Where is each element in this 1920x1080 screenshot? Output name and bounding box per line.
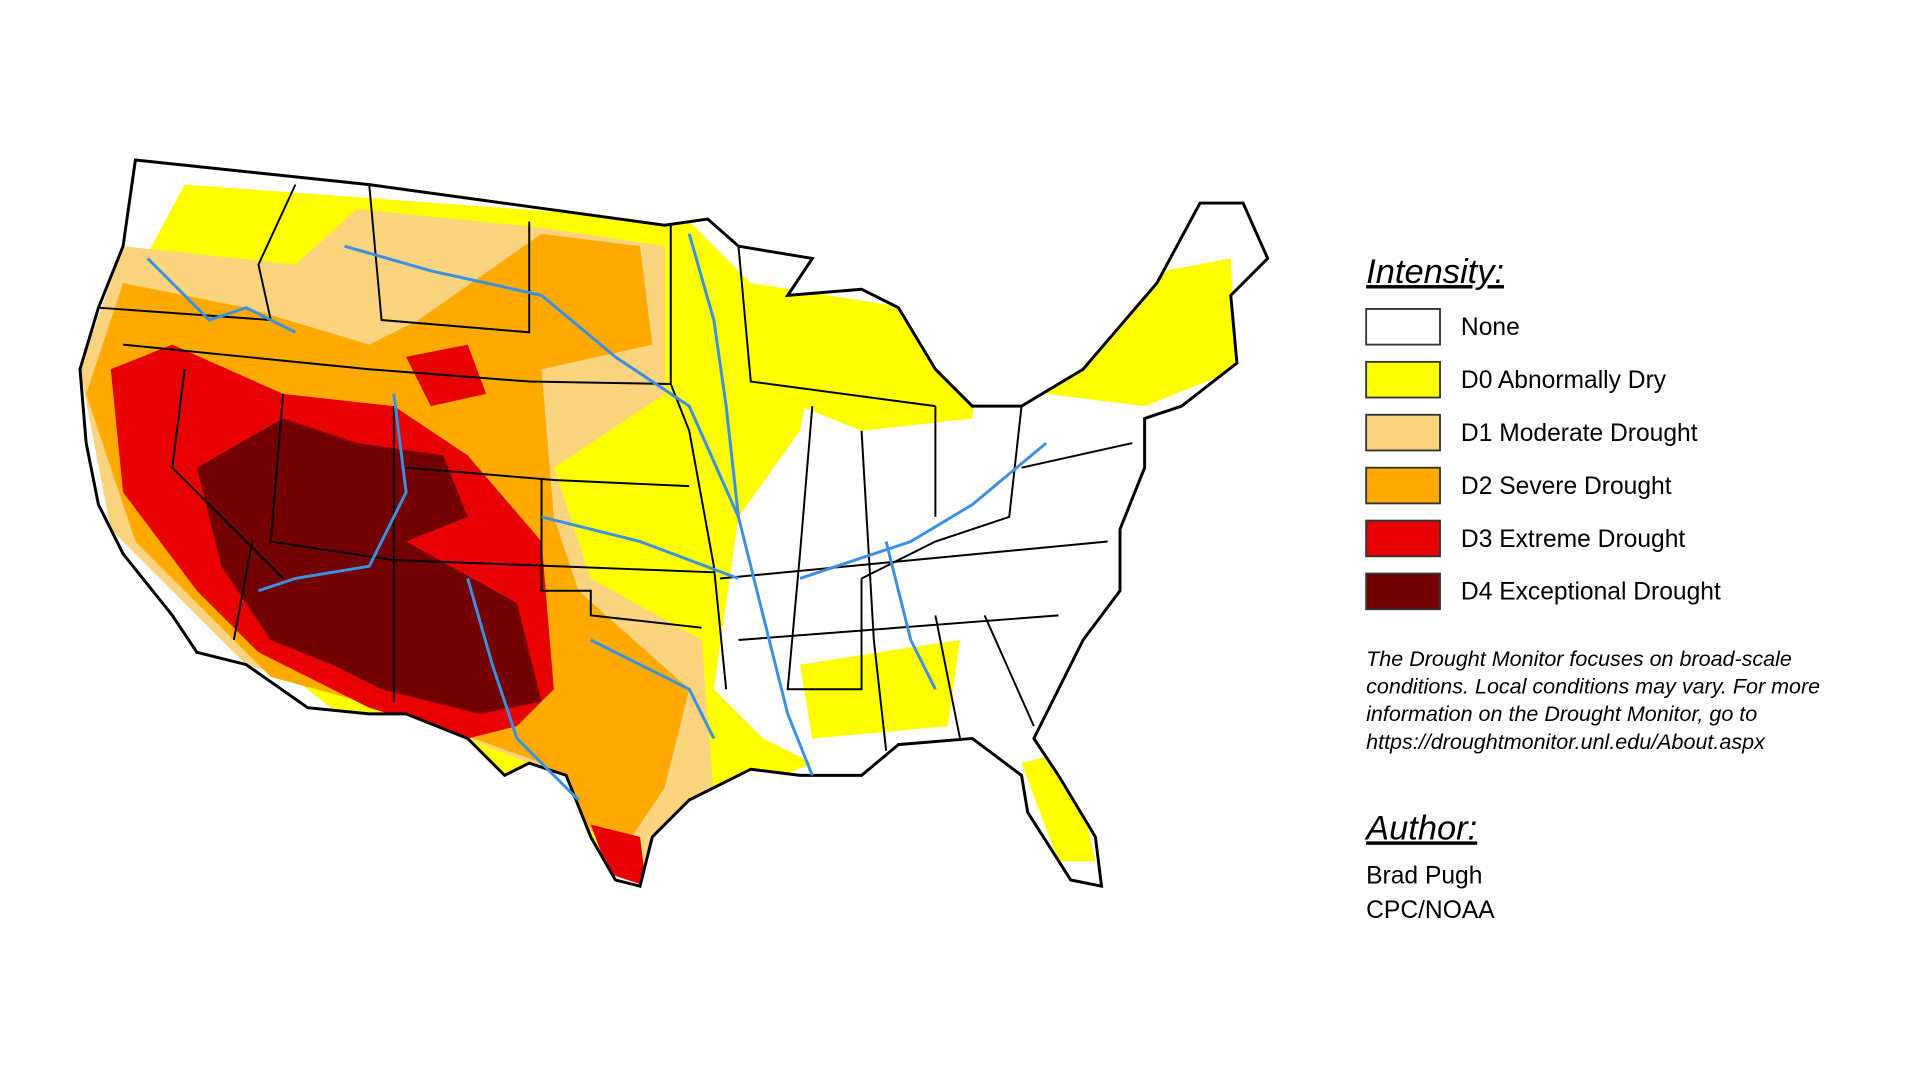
legend-swatch — [1365, 413, 1441, 452]
note: The Drought Monitor focuses on broad-sca… — [1366, 647, 1820, 754]
legend-swatch — [1365, 466, 1441, 505]
note-line: The Drought Monitor focuses on broad-sca… — [1366, 647, 1792, 671]
legend-label: D2 Severe Drought — [1461, 473, 1672, 500]
legend: None D0 Abnormally Dry D1 Moderate Drought… — [1365, 308, 1721, 611]
legend-label: D4 Exceptional Drought — [1461, 579, 1721, 606]
legend-swatch — [1365, 572, 1441, 611]
rivers — [146, 233, 1048, 802]
legend-swatch — [1365, 360, 1441, 399]
map — [78, 158, 1270, 888]
author: Brad Pugh CPC/NOAA — [1366, 863, 1495, 924]
legend-label: None — [1461, 314, 1520, 341]
legend-swatch — [1365, 308, 1441, 346]
drought-areas — [80, 184, 1237, 887]
legend-title: Intensity: — [1366, 253, 1504, 291]
note-line: conditions. Local conditions may vary. F… — [1366, 675, 1820, 699]
state-borders — [78, 158, 1270, 888]
note-line: https://droughtmonitor.unl.edu/About.asp… — [1366, 730, 1766, 754]
note-line: information on the Drought Monitor, go t… — [1366, 702, 1757, 726]
legend-swatch — [1365, 519, 1441, 558]
author-line: CPC/NOAA — [1366, 897, 1495, 924]
legend-label: D3 Extreme Drought — [1461, 526, 1685, 553]
author-line: Brad Pugh — [1366, 863, 1482, 890]
legend-label: D0 Abnormally Dry — [1461, 367, 1667, 394]
legend-label: D1 Moderate Drought — [1461, 420, 1698, 447]
d3-area — [590, 824, 647, 887]
author-title: Author: — [1364, 809, 1477, 847]
